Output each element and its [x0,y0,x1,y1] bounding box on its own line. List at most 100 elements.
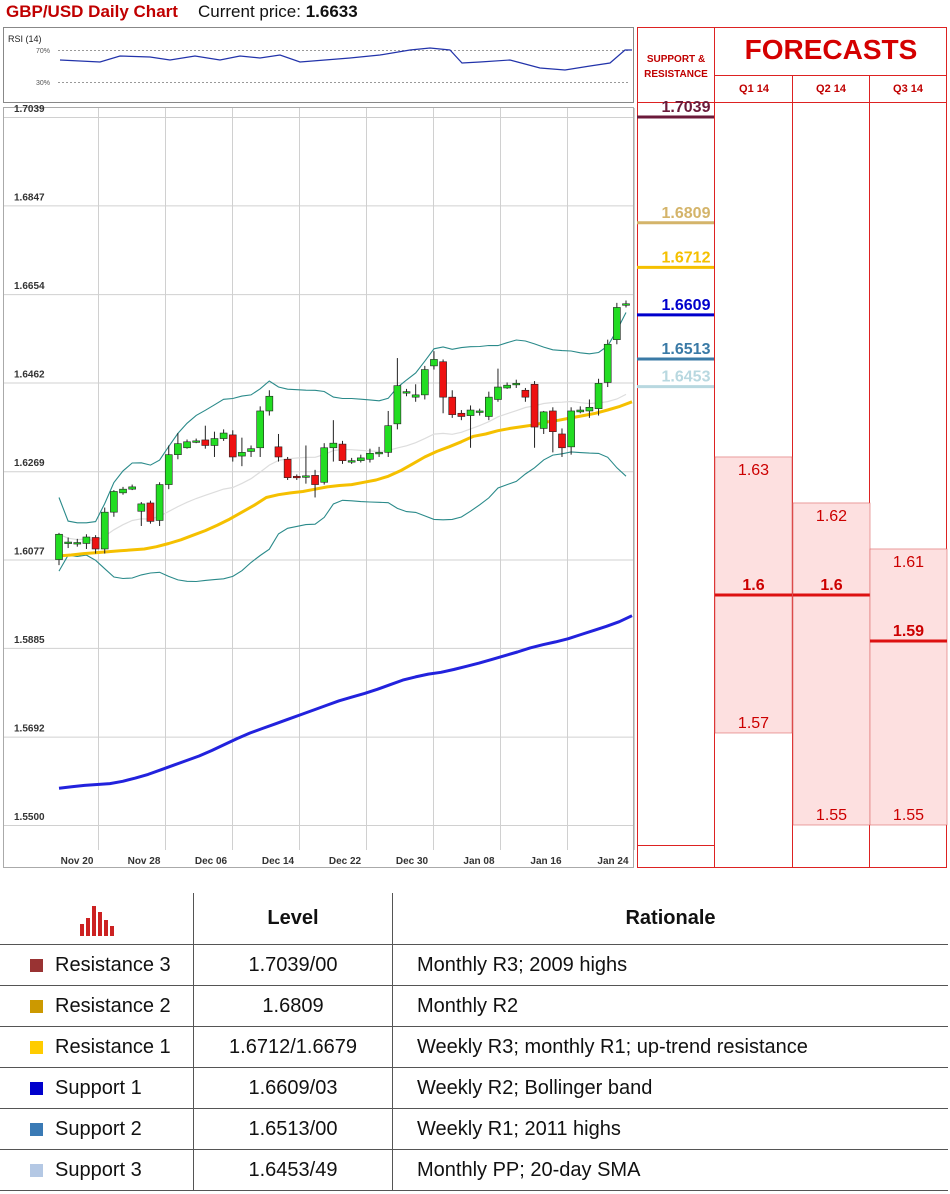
y-tick-label: 1.6269 [14,458,45,469]
candle [521,389,530,398]
table-row: Resistance 2 1.6809 Monthly R2 [0,985,948,1027]
price-label: Current price: [198,2,301,21]
candle [558,433,566,449]
row-name: Resistance 2 [55,994,171,1017]
candle [439,361,447,398]
candle [183,441,191,449]
legend-swatch-resistance-1 [30,1040,43,1054]
candle [238,452,246,457]
candle [585,406,594,412]
x-tick-label: Dec 22 [329,856,362,867]
candle [311,475,319,485]
candle [256,410,264,449]
chart-title: GBP/USD Daily Chart [6,2,178,21]
support-resistance-header: SUPPORT & RESISTANCE [638,52,714,82]
row-level: 1.6609/03 [193,1067,393,1109]
bar-chart-icon [0,893,194,945]
candle [448,396,457,415]
forecast-high-label: 1.63 [738,462,769,479]
price-value: 1.6633 [305,2,358,21]
candle [119,488,127,494]
row-rationale: Weekly R1; 2011 highs [392,1108,948,1150]
table-row: Support 3 1.6453/49 Monthly PP; 20-day S… [0,1149,948,1191]
candle [274,446,283,458]
row-level: 1.7039/00 [193,944,393,986]
row-rationale: Monthly R2 [392,985,948,1027]
legend-swatch-support-2 [30,1122,43,1136]
candle [338,443,347,461]
candle [82,536,91,544]
candle [201,439,210,446]
candle [512,383,521,386]
quarter-label-q2: Q2 14 [816,83,846,95]
candle [292,475,301,479]
rsi-panel-frame [3,27,634,103]
x-tick-label: Nov 28 [128,856,161,867]
sr-level-label: 1.6809 [662,205,711,222]
x-tick-label: Dec 30 [396,856,429,867]
candle [64,541,72,544]
forecast-range [869,548,948,826]
rsi-line [59,47,632,71]
row-level: 1.6453/49 [193,1149,393,1191]
candle [503,384,511,389]
candle [347,460,356,463]
x-tick-label: Nov 20 [61,856,94,867]
candle [228,434,237,458]
candle [302,475,310,478]
candle [375,452,383,455]
candle [174,443,182,455]
quarter-label-q1: Q1 14 [739,83,769,95]
bollinger-lower [58,451,627,583]
candle [247,448,255,452]
candle [576,409,585,413]
row-rationale: Monthly PP; 20-day SMA [392,1149,948,1191]
candle [530,383,539,428]
table-row: Resistance 3 1.7039/00 Monthly R3; 2009 … [0,944,948,986]
candle [603,343,612,383]
candle [91,537,100,550]
rationale-column-header: Rationale [392,893,948,945]
forecast-high-label: 1.61 [893,554,924,571]
rsi-tick: 70% [36,48,50,55]
candle [283,458,292,478]
sr-level-label: 1.6712 [662,249,711,266]
row-rationale: Weekly R2; Bollinger band [392,1067,948,1109]
price-panel-frame [3,107,634,868]
table-row: Resistance 1 1.6712/1.6679 Weekly R3; mo… [0,1026,948,1068]
ma-blue-line [58,614,633,790]
forecast-low-label: 1.55 [893,807,924,824]
table-row: Support 2 1.6513/00 Weekly R1; 2011 high… [0,1108,948,1150]
candle [475,410,484,413]
candle [457,412,466,417]
candle [356,457,365,461]
x-tick-label: Dec 14 [262,856,295,867]
candle [128,486,136,490]
candle [494,386,502,400]
quarter-label-q3: Q3 14 [893,83,923,95]
forecast-range [792,502,871,826]
sr-header-line1: SUPPORT & [646,54,706,65]
forecast-high-label: 1.62 [816,508,847,525]
candle [100,511,109,550]
candle [539,411,548,429]
candle [622,303,630,306]
row-name: Support 1 [55,1076,142,1099]
forecast-mid-label: 1.59 [893,623,924,640]
x-tick-label: Jan 08 [463,856,495,867]
sr-level-label: 1.6513 [662,341,711,358]
candle [55,533,63,560]
legend-swatch-support-3 [30,1163,43,1177]
row-name: Resistance 1 [55,1035,171,1058]
row-rationale: Weekly R3; monthly R1; up-trend resistan… [392,1026,948,1068]
forecast-mid-label: 1.6 [820,577,842,594]
candle [146,502,155,522]
candle [110,491,118,513]
table-row: Support 1 1.6609/03 Weekly R2; Bollinger… [0,1067,948,1109]
sr-level-label: 1.6609 [662,297,711,314]
candle [192,440,200,443]
forecast-mid-label: 1.6 [742,577,764,594]
y-tick-label: 1.6654 [14,281,45,292]
candle [384,425,393,453]
candle [219,432,228,439]
